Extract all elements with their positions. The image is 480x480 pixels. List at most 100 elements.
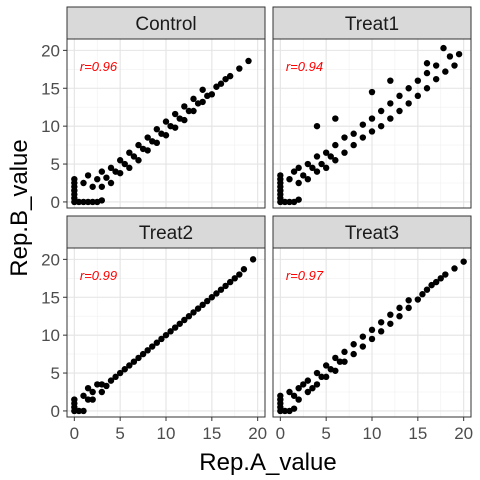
data-point: [396, 92, 403, 100]
data-point: [313, 381, 321, 388]
data-point: [181, 116, 188, 124]
data-point: [199, 301, 206, 309]
data-point: [432, 62, 440, 69]
data-point: [437, 275, 444, 282]
data-point: [332, 157, 339, 164]
data-point: [423, 286, 431, 293]
data-point: [71, 396, 78, 403]
data-point: [144, 147, 151, 154]
data-point: [80, 198, 87, 206]
data-point: [423, 85, 431, 92]
data-point: [190, 309, 197, 316]
data-point: [368, 326, 376, 334]
facet-strip-title: Treat1: [345, 14, 399, 35]
data-point: [350, 341, 357, 348]
data-point: [84, 172, 92, 179]
data-point: [423, 69, 431, 77]
data-point: [419, 291, 426, 298]
x-tick-label: 15: [202, 424, 221, 443]
y-tick-label: 5: [51, 155, 60, 174]
data-point: [94, 381, 101, 388]
data-point: [236, 65, 243, 72]
x-tick-label: 20: [454, 424, 473, 443]
data-point: [171, 124, 179, 131]
data-point: [405, 100, 412, 107]
facet-strip: [272, 215, 472, 249]
data-point: [309, 385, 316, 392]
data-point: [217, 80, 225, 87]
data-point: [359, 333, 367, 340]
data-point: [167, 328, 174, 335]
data-point: [313, 122, 321, 130]
data-point: [432, 278, 440, 286]
x-tick-label: 15: [408, 424, 427, 443]
data-point: [84, 198, 92, 206]
data-point: [387, 320, 394, 327]
data-point: [322, 373, 330, 381]
panel-border: [66, 38, 266, 209]
data-point: [116, 157, 124, 164]
data-point: [126, 149, 133, 156]
facet-strip-title: Control: [135, 14, 196, 35]
y-tick-label: 0: [51, 193, 60, 212]
data-point: [318, 373, 325, 381]
y-tick-label: 15: [41, 79, 60, 98]
data-point: [359, 343, 367, 350]
data-point: [286, 176, 293, 183]
data-point: [377, 107, 385, 115]
data-point: [185, 313, 193, 320]
data-point: [405, 85, 412, 92]
data-point: [144, 347, 151, 354]
y-tick-label: 20: [41, 250, 60, 269]
data-point: [153, 339, 161, 346]
data-point: [130, 358, 138, 365]
data-point: [396, 313, 403, 320]
data-point: [89, 396, 96, 403]
data-point: [387, 77, 394, 84]
data-point: [440, 44, 447, 52]
data-point: [158, 335, 165, 343]
data-point: [107, 377, 115, 384]
data-point: [226, 72, 234, 80]
data-point: [199, 98, 206, 106]
data-point: [94, 176, 101, 183]
data-point: [213, 290, 220, 297]
data-point: [236, 271, 243, 278]
data-point: [341, 149, 348, 156]
data-point: [199, 86, 206, 93]
data-point: [121, 160, 128, 168]
data-point: [322, 362, 330, 369]
x-axis-title: Rep.A_value: [199, 449, 336, 476]
data-point: [98, 388, 106, 396]
data-point: [313, 168, 321, 175]
data-point: [341, 348, 348, 356]
data-point: [451, 265, 458, 272]
data-point: [455, 50, 463, 58]
y-tick-label: 10: [41, 326, 60, 345]
data-point: [162, 118, 170, 125]
x-tick-label: 5: [321, 424, 330, 443]
y-tick-label: 15: [41, 288, 60, 307]
data-point: [84, 385, 92, 392]
data-point: [103, 174, 110, 181]
data-point: [277, 172, 284, 179]
data-point: [204, 297, 211, 305]
y-tick-label: 10: [41, 117, 60, 136]
data-point: [89, 183, 96, 190]
data-point: [286, 198, 293, 206]
data-point: [135, 354, 142, 362]
data-point: [368, 335, 376, 343]
data-point: [171, 110, 179, 118]
data-point: [322, 149, 330, 156]
data-point: [405, 304, 412, 312]
data-point: [442, 68, 449, 75]
data-point: [126, 362, 133, 369]
data-point: [327, 153, 334, 160]
data-point: [144, 134, 151, 141]
data-point: [377, 328, 385, 335]
data-point: [107, 164, 115, 172]
data-point: [359, 121, 367, 128]
facet-strip: [272, 6, 472, 40]
data-point: [116, 369, 124, 377]
data-point: [460, 258, 467, 265]
